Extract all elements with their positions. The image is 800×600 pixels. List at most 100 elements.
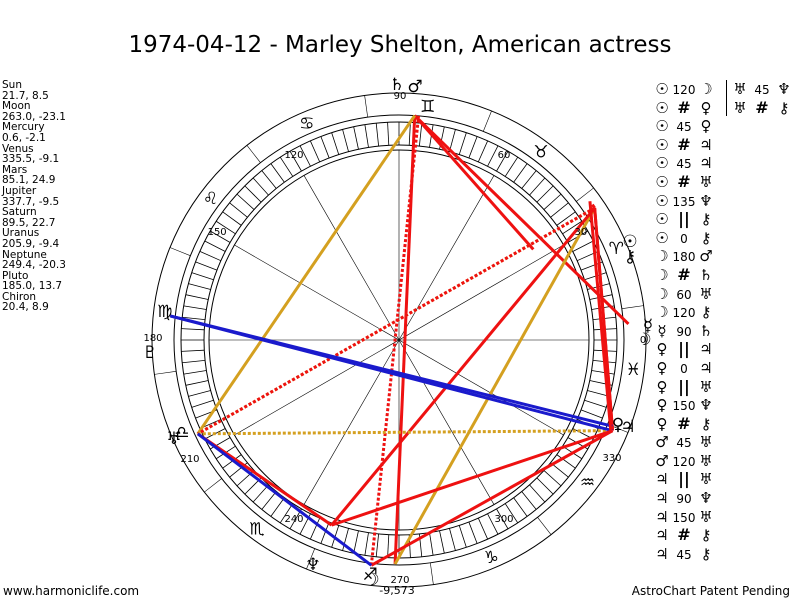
aspect-planet-a: ☉: [655, 117, 669, 136]
aspect-row: ☽ 120 ⚷: [652, 303, 716, 322]
planet-coords: 263.0, -23.1: [2, 110, 66, 123]
degree-label: 270: [390, 575, 409, 586]
aspect-planet-b: ♄: [699, 321, 713, 340]
degree-tick: [468, 136, 478, 159]
degree-tick: [477, 140, 489, 163]
aspect-planet-a: ♀: [656, 414, 668, 433]
zodiac-sign-glyph: ♋: [299, 114, 314, 134]
aspect-row: ☉ || ⚷: [652, 210, 716, 229]
aspect-symbol: #: [677, 413, 691, 433]
aspect-planet-a: ☉: [655, 135, 669, 154]
aspect-planet-a: ☉: [655, 228, 669, 247]
aspect-symbol: ||: [678, 469, 690, 489]
aspect-symbol: 45: [676, 157, 692, 172]
degree-tick: [513, 163, 528, 183]
aspect-symbol: 150: [672, 399, 696, 414]
degree-label: 150: [208, 227, 227, 238]
degree-tick: [182, 316, 206, 321]
zodiac-sign-glyph: ♎: [174, 423, 189, 443]
aspect-symbol: ||: [678, 376, 690, 396]
planet-coords: 205.9, -9.4: [2, 237, 60, 250]
degree-tick: [236, 193, 255, 210]
aspect-row: ♀ || ♅: [652, 376, 716, 397]
degree-tick: [320, 521, 330, 544]
aspect-planet-b: ⚷: [700, 303, 712, 322]
degree-tick: [299, 145, 311, 167]
aspect-symbol: 45: [676, 120, 692, 135]
degree-tick: [584, 399, 607, 408]
aspect-line: [591, 203, 596, 209]
planet-coords: 89.5, 22.7: [2, 216, 56, 229]
aspect-row: ☉ 120 ☽: [652, 80, 716, 99]
aspect-line: [370, 429, 614, 567]
aspect-planet-b: ♆: [699, 396, 713, 415]
degree-tick: [449, 528, 456, 551]
degree-tick: [364, 532, 369, 556]
degree-label: 90: [394, 91, 407, 102]
planet-coords: 185.0, 13.7: [2, 280, 63, 293]
aspect-planet-b: ⚷: [700, 414, 712, 433]
degree-tick: [188, 390, 211, 397]
aspect-line: [196, 114, 416, 435]
degree-tick: [477, 517, 489, 540]
degree-tick: [185, 380, 209, 386]
sign-boundary: [537, 517, 552, 535]
degree-tick: [199, 250, 222, 262]
planet-coords: 335.5, -9.1: [2, 153, 60, 166]
uranus-glyph: ♅: [166, 429, 181, 449]
aspect-line: [369, 115, 421, 566]
degree-tick: [504, 503, 519, 524]
aspect-symbol: 90: [676, 492, 692, 507]
zodiac-sign-glyph: ♓: [626, 360, 641, 380]
aspect-planet-a: ☽: [655, 265, 669, 284]
footer-site[interactable]: www.harmoniclife.com: [3, 584, 140, 598]
aspect-planet-a: ☉: [655, 191, 669, 210]
aspect-planet-a: ♃: [655, 526, 669, 545]
degree-tick: [188, 283, 211, 290]
sign-boundary: [364, 95, 368, 118]
degree-tick: [191, 272, 214, 281]
aspect-planet-a: ♀: [656, 340, 668, 359]
degree-tick: [252, 177, 269, 196]
aspect-row: ☉ # ♀: [652, 98, 716, 118]
degree-tick: [536, 185, 554, 203]
sign-boundary: [306, 548, 315, 570]
sign-boundary: [246, 145, 261, 163]
aspect-planet-b: ♃: [699, 358, 713, 377]
degree-tick: [185, 294, 209, 300]
aspect-row: ☉ 135 ♆: [652, 192, 716, 211]
degree-tick: [279, 503, 294, 524]
degree-tick: [375, 533, 380, 557]
aspect-row: ♀ # ⚷: [652, 413, 716, 434]
degree-label: 0: [640, 335, 646, 346]
degree-tick: [521, 491, 537, 510]
degree-tick: [244, 185, 262, 203]
aspect-list-primary: ☉ 120 ☽ ☉ # ♀ ☉ 45 ♀ ☉ # ♃ ☉ 45 ♃ ☉ # ♅ ☉ 135 ♆ ☉ || ⚷ ☉ 0 ⚷ ☽ 180 ♂ ☽…: [652, 80, 716, 563]
planet-coords: 249.4, -20.3: [2, 259, 66, 272]
aspect-row: ☉ # ♅: [652, 172, 716, 192]
aspect-row: ♃ || ♅: [652, 470, 716, 489]
degree-tick: [418, 123, 423, 147]
planet-coordinates-list: Sun 21.7, 8.5 Moon 263.0, -23.1 Mercury 0.6, …: [2, 80, 66, 313]
zodiac-sign-glyph: ♊: [420, 97, 435, 117]
aspect-planet-a: ♃: [655, 507, 669, 526]
degree-tick: [458, 525, 467, 548]
aspect-line: [197, 429, 613, 436]
degree-tick: [289, 151, 302, 172]
aspect-symbol: ||: [678, 209, 690, 229]
saturn-glyph: ♄: [389, 75, 404, 95]
aspect-line: [197, 206, 596, 436]
degree-tick: [487, 513, 499, 535]
degree-tick: [572, 240, 594, 252]
aspect-planet-a: ♃: [655, 489, 669, 508]
degree-label: 60: [498, 150, 511, 161]
aspect-symbol: 60: [676, 287, 692, 302]
degree-label: 30: [574, 227, 587, 238]
aspect-planet-a: ☉: [655, 172, 669, 191]
aspect-symbol: 150: [672, 510, 696, 525]
aspect-symbol: #: [677, 525, 691, 545]
chiron-glyph: ⚷: [624, 247, 636, 267]
aspect-row: ☽ # ♄: [652, 265, 716, 285]
aspect-planet-a: ♀: [656, 377, 668, 396]
zodiac-sign-glyph: ♈: [609, 239, 624, 259]
